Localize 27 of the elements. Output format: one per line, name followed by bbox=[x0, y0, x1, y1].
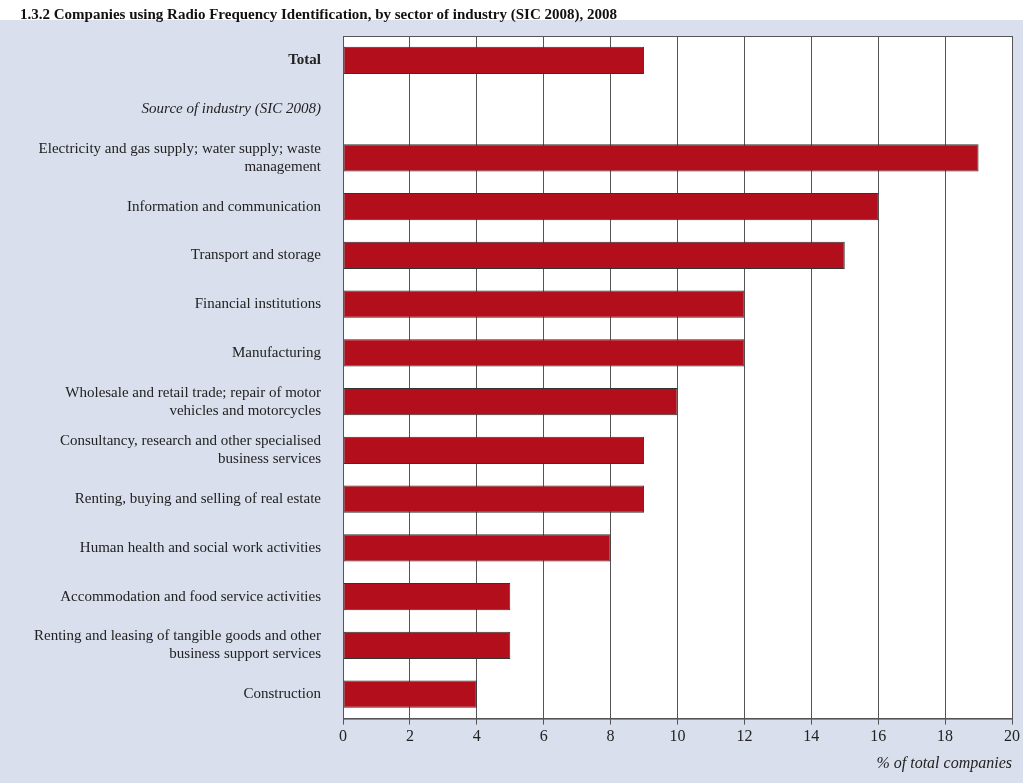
x-tick-label: 20 bbox=[1004, 727, 1020, 745]
y-tick-label: Renting and leasing of tangible goods and other business support services bbox=[33, 627, 322, 662]
y-tick-label: Source of industry (SIC 2008) bbox=[141, 100, 322, 118]
x-tick-label: 6 bbox=[539, 727, 548, 745]
y-tick-label: Information and communication bbox=[126, 197, 322, 214]
y-tick-label: Wholesale and retail trade; repair of motor vehicles and motorcycles bbox=[65, 383, 322, 418]
y-tick-label: Electricity and gas supply; water supply; waste management bbox=[38, 139, 322, 174]
y-tick-label: Accommodation and food service activities bbox=[60, 587, 322, 604]
y-tick-label: Transport and storage bbox=[190, 246, 322, 263]
x-tick-label: 4 bbox=[472, 727, 481, 745]
chart-title: 1.3.2 Companies using Radio Frequency Identification, by sector of industry (SIC 2008), 2008 bbox=[20, 5, 617, 23]
y-tick-label: Total bbox=[288, 51, 322, 68]
x-tick-label: 14 bbox=[803, 727, 820, 745]
y-tick-label: Manufacturing bbox=[231, 343, 322, 360]
y-tick-label: Renting, buying and selling of real estate bbox=[74, 490, 322, 507]
y-tick-label: Human health and social work activities bbox=[79, 538, 322, 555]
y-tick-label: Consultancy, research and other specialised business services bbox=[60, 432, 322, 467]
x-tick-label: 2 bbox=[405, 727, 414, 745]
x-tick-label: 16 bbox=[870, 727, 887, 745]
y-tick-label: Construction bbox=[243, 685, 322, 702]
x-tick-label: 18 bbox=[937, 727, 954, 745]
x-axis-title: % of total companies bbox=[876, 753, 1012, 772]
y-tick-label: Financial institutions bbox=[194, 295, 322, 312]
x-tick-label: 0 bbox=[339, 727, 348, 745]
x-tick-label: 8 bbox=[606, 727, 615, 745]
x-tick-label: 10 bbox=[669, 727, 686, 745]
x-tick-label: 12 bbox=[736, 727, 753, 745]
